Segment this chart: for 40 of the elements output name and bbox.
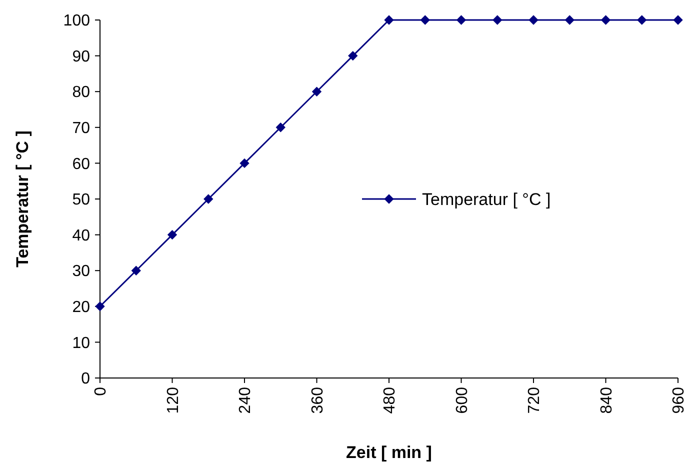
point	[384, 15, 394, 25]
point	[276, 122, 286, 132]
point	[528, 15, 538, 25]
point	[637, 15, 647, 25]
x-tick-label: 600	[454, 386, 471, 414]
y-tick-label: 50	[72, 192, 90, 209]
point	[456, 15, 466, 25]
y-tick-label: 70	[72, 120, 90, 137]
point	[492, 15, 502, 25]
point	[312, 86, 322, 96]
y-tick-label: 90	[72, 48, 90, 66]
point	[204, 194, 214, 204]
x-tick-label: 360	[309, 386, 326, 414]
x-tick-label: 0	[92, 386, 110, 396]
point	[131, 266, 141, 276]
x-tick-label: 720	[526, 386, 544, 414]
point	[95, 302, 105, 312]
y-tick-label: 40	[72, 227, 90, 244]
y-tick-label: 100	[63, 12, 90, 30]
x-tick-label: 240	[237, 386, 254, 414]
point	[564, 15, 574, 25]
y-tick-label: 60	[72, 156, 90, 173]
x-tick-label: 480	[382, 386, 399, 414]
y-axis-title: Temperatur [ °C ]	[13, 130, 32, 268]
y-tick-label: 20	[72, 299, 90, 316]
y-tick-label: 30	[72, 263, 90, 280]
x-axis-title: Zeit [ min ]	[346, 443, 432, 462]
legend-label: Temperatur [ °C ]	[422, 190, 551, 209]
x-tick-label: 120	[164, 386, 182, 414]
point	[348, 50, 358, 61]
x-tick-label: 840	[598, 386, 616, 414]
y-tick-label: 10	[72, 334, 90, 352]
point	[240, 158, 250, 168]
x-tick-label: 960	[670, 386, 688, 414]
point	[420, 15, 430, 25]
point	[673, 15, 683, 25]
point	[167, 230, 178, 240]
y-tick-label: 0	[81, 370, 90, 388]
point	[600, 15, 611, 25]
y-tick-label: 80	[72, 84, 90, 102]
